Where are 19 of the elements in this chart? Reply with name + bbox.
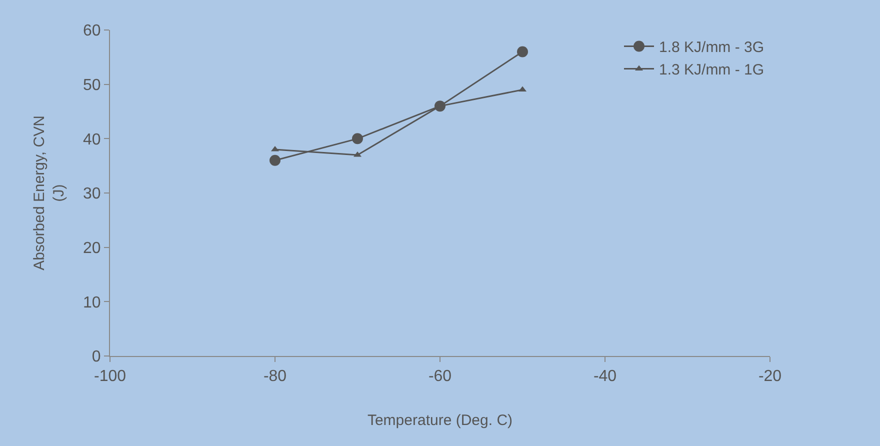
y-tick-label: 20 xyxy=(83,240,101,257)
point xyxy=(270,154,280,166)
y-tick-label: 30 xyxy=(83,186,101,203)
y-tick-label: 0 xyxy=(92,348,101,366)
x-tick-label: -100 xyxy=(94,368,126,386)
point xyxy=(352,133,363,144)
y-tick-label: 40 xyxy=(83,131,101,148)
x-tick-label: -60 xyxy=(428,368,452,386)
y-tick-label: 50 xyxy=(83,76,101,94)
y-tick-label: 10 xyxy=(83,294,101,312)
x-tick-label: -20 xyxy=(758,368,782,386)
y-tick-label: 60 xyxy=(83,22,101,40)
x-tick-label: -80 xyxy=(263,368,287,386)
y-axis-title: Absorbed Energy, CVN (J) xyxy=(30,116,68,270)
x-tick-label: -40 xyxy=(593,368,617,386)
legend-label: 1.3 KJ/mm - 1G xyxy=(659,62,764,79)
legend-label: 1.8 KJ/mm - 3G xyxy=(659,39,764,56)
x-axis-title: Temperature (Deg. C) xyxy=(367,412,513,430)
point xyxy=(517,46,528,58)
